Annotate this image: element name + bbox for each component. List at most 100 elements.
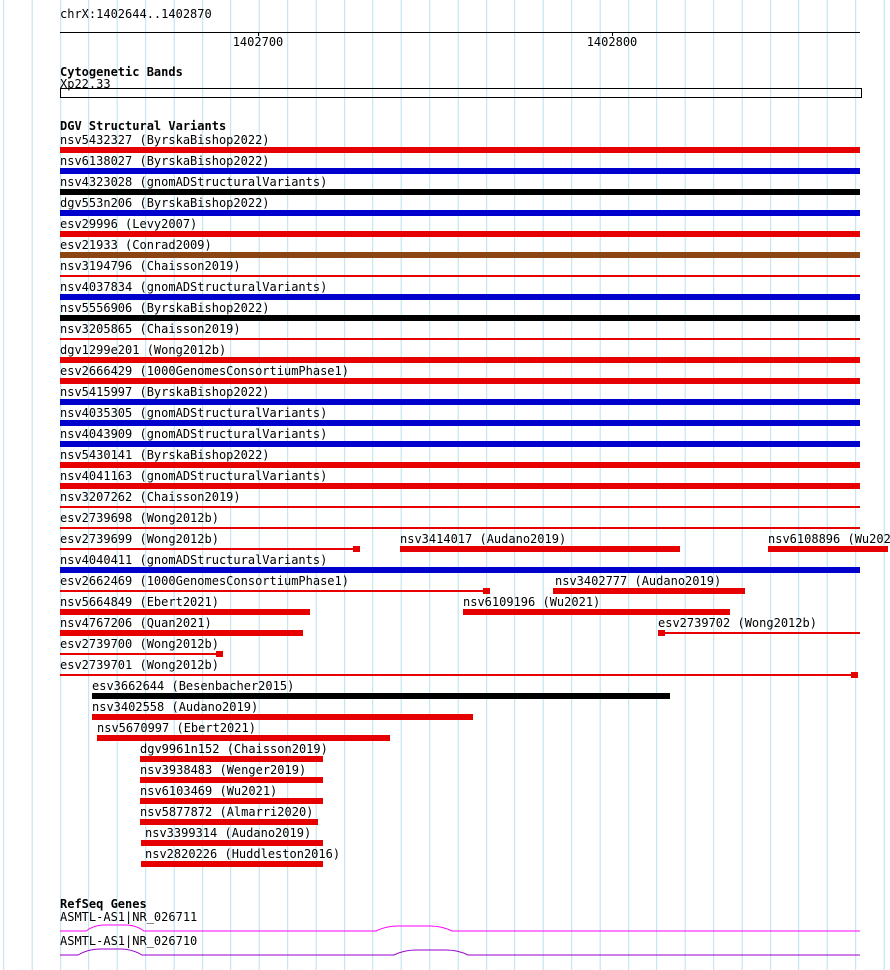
variant-label[interactable]: nsv3399314 (Audano2019) bbox=[145, 826, 312, 840]
variant-label[interactable]: esv2739700 (Wong2012b) bbox=[60, 637, 219, 651]
variant-bar[interactable] bbox=[60, 527, 860, 529]
variant-bar[interactable] bbox=[60, 357, 860, 363]
variant-label[interactable]: nsv4040411 (gnomADStructuralVariants) bbox=[60, 553, 328, 567]
variant-bar[interactable] bbox=[60, 567, 860, 573]
variant-bar[interactable] bbox=[60, 420, 860, 426]
cytoband-bar bbox=[60, 88, 862, 98]
gene-transcript-line[interactable] bbox=[0, 946, 890, 960]
variant-label[interactable]: nsv5415997 (ByrskaBishop2022) bbox=[60, 385, 270, 399]
variant-bar[interactable] bbox=[60, 275, 860, 277]
gene-label[interactable]: ASMTL-AS1|NR_026710 bbox=[60, 934, 198, 948]
variant-label[interactable]: nsv6103469 (Wu2021) bbox=[140, 784, 278, 798]
variant-bar[interactable] bbox=[60, 294, 860, 300]
variant-bar[interactable] bbox=[140, 756, 323, 762]
variant-bar[interactable] bbox=[60, 674, 858, 676]
variant-label[interactable]: nsv3414017 (Audano2019) bbox=[400, 532, 567, 546]
variant-bar[interactable] bbox=[60, 609, 310, 615]
variant-track-row: dgv553n206 (ByrskaBishop2022) bbox=[0, 197, 890, 218]
gene-transcript-line[interactable] bbox=[0, 922, 890, 936]
variant-label[interactable]: dgv9961n152 (Chaisson2019) bbox=[140, 742, 328, 756]
variant-track-row: esv2739698 (Wong2012b) bbox=[0, 512, 890, 533]
variant-label[interactable]: nsv5664849 (Ebert2021) bbox=[60, 595, 219, 609]
variant-bar[interactable] bbox=[553, 588, 745, 594]
variant-bar[interactable] bbox=[60, 252, 860, 258]
variant-label[interactable]: dgv553n206 (ByrskaBishop2022) bbox=[60, 196, 270, 210]
variant-label[interactable]: nsv5670997 (Ebert2021) bbox=[97, 721, 256, 735]
variant-label[interactable]: nsv3402558 (Audano2019) bbox=[92, 700, 259, 714]
variant-bar[interactable] bbox=[60, 231, 860, 237]
ruler-tick bbox=[258, 32, 259, 36]
variant-bar[interactable] bbox=[140, 819, 318, 825]
variant-track-row: esv3662644 (Besenbacher2015) bbox=[0, 680, 890, 701]
variant-bar[interactable] bbox=[768, 546, 888, 552]
variant-label[interactable]: esv21933 (Conrad2009) bbox=[60, 238, 212, 252]
dgv-tracks: nsv5432327 (ByrskaBishop2022) nsv6138027 … bbox=[0, 134, 890, 869]
variant-bar[interactable] bbox=[658, 632, 860, 634]
variant-bar[interactable] bbox=[140, 777, 323, 783]
variant-track-row: nsv4040411 (gnomADStructuralVariants) bbox=[0, 554, 890, 575]
variant-label[interactable]: esv3662644 (Besenbacher2015) bbox=[92, 679, 295, 693]
gene-label[interactable]: ASMTL-AS1|NR_026711 bbox=[60, 910, 198, 924]
variant-bar[interactable] bbox=[60, 630, 303, 636]
variant-label[interactable]: nsv6109196 (Wu2021) bbox=[463, 595, 601, 609]
variant-bar[interactable] bbox=[60, 653, 223, 655]
ruler-tick-label: 1402800 bbox=[586, 35, 638, 49]
variant-label[interactable]: nsv3194796 (Chaisson2019) bbox=[60, 259, 241, 273]
variant-bar[interactable] bbox=[60, 590, 490, 592]
variant-label[interactable]: nsv4767206 (Quan2021) bbox=[60, 616, 212, 630]
variant-bar[interactable] bbox=[141, 861, 323, 867]
variant-label[interactable]: nsv3938483 (Wenger2019) bbox=[140, 763, 307, 777]
variant-label[interactable]: nsv3207262 (Chaisson2019) bbox=[60, 490, 241, 504]
variant-bar[interactable] bbox=[400, 546, 680, 552]
variant-bar[interactable] bbox=[60, 483, 860, 489]
variant-label[interactable]: esv29996 (Levy2007) bbox=[60, 217, 198, 231]
variant-track-row: dgv9961n152 (Chaisson2019) bbox=[0, 743, 890, 764]
variant-track-row: esv2739701 (Wong2012b) bbox=[0, 659, 890, 680]
variant-bar[interactable] bbox=[92, 714, 473, 720]
variant-label[interactable]: nsv4323028 (gnomADStructuralVariants) bbox=[60, 175, 328, 189]
variant-bar[interactable] bbox=[463, 609, 730, 615]
variant-label[interactable]: esv2739701 (Wong2012b) bbox=[60, 658, 219, 672]
variant-label[interactable]: nsv6138027 (ByrskaBishop2022) bbox=[60, 154, 270, 168]
variant-bar[interactable] bbox=[60, 462, 860, 468]
refseq-genes: ASMTL-AS1|NR_026711 ASMTL-AS1|NR_026710 bbox=[0, 911, 890, 959]
variant-label[interactable]: esv2739702 (Wong2012b) bbox=[658, 616, 817, 630]
variant-bar[interactable] bbox=[60, 548, 360, 550]
variant-bar[interactable] bbox=[141, 840, 323, 846]
variant-label[interactable]: nsv2820226 (Huddleston2016) bbox=[145, 847, 341, 861]
variant-bar[interactable] bbox=[60, 378, 860, 384]
dgv-title: DGV Structural Variants bbox=[60, 119, 227, 133]
variant-label[interactable]: nsv5430141 (ByrskaBishop2022) bbox=[60, 448, 270, 462]
variant-label[interactable]: nsv5556906 (ByrskaBishop2022) bbox=[60, 301, 270, 315]
variant-label[interactable]: esv2739698 (Wong2012b) bbox=[60, 511, 219, 525]
variant-label[interactable]: nsv5432327 (ByrskaBishop2022) bbox=[60, 133, 270, 147]
variant-label[interactable]: nsv3205865 (Chaisson2019) bbox=[60, 322, 241, 336]
variant-label[interactable]: dgv1299e201 (Wong2012b) bbox=[60, 343, 227, 357]
variant-label[interactable]: esv2662469 (1000GenomesConsortiumPhase1) bbox=[60, 574, 349, 588]
variant-end-marker bbox=[851, 672, 858, 678]
variant-bar[interactable] bbox=[60, 210, 860, 216]
variant-label[interactable]: nsv5877872 (Almarri2020) bbox=[140, 805, 314, 819]
variant-track-row: esv2662469 (1000GenomesConsortiumPhase1)… bbox=[0, 575, 890, 596]
variant-bar[interactable] bbox=[60, 315, 860, 321]
variant-bar[interactable] bbox=[60, 338, 860, 340]
variant-label[interactable]: nsv4041163 (gnomADStructuralVariants) bbox=[60, 469, 328, 483]
variant-bar[interactable] bbox=[60, 147, 860, 153]
variant-label[interactable]: nsv4043909 (gnomADStructuralVariants) bbox=[60, 427, 328, 441]
variant-bar[interactable] bbox=[97, 735, 390, 741]
variant-track-row: nsv4767206 (Quan2021) esv2739702 (Wong201… bbox=[0, 617, 890, 638]
variant-label[interactable]: esv2666429 (1000GenomesConsortiumPhase1) bbox=[60, 364, 349, 378]
variant-bar[interactable] bbox=[60, 506, 860, 508]
variant-bar[interactable] bbox=[60, 168, 860, 174]
variant-bar[interactable] bbox=[60, 399, 860, 405]
variant-label[interactable]: esv2739699 (Wong2012b) bbox=[60, 532, 219, 546]
variant-label[interactable]: nsv6108896 (Wu2021) bbox=[768, 532, 890, 546]
variant-track-row: nsv6103469 (Wu2021) bbox=[0, 785, 890, 806]
variant-bar[interactable] bbox=[60, 189, 860, 195]
variant-bar[interactable] bbox=[140, 798, 323, 804]
variant-label[interactable]: nsv4035305 (gnomADStructuralVariants) bbox=[60, 406, 328, 420]
variant-bar[interactable] bbox=[60, 441, 860, 447]
variant-label[interactable]: nsv3402777 (Audano2019) bbox=[555, 574, 722, 588]
variant-label[interactable]: nsv4037834 (gnomADStructuralVariants) bbox=[60, 280, 328, 294]
variant-bar[interactable] bbox=[92, 693, 670, 699]
